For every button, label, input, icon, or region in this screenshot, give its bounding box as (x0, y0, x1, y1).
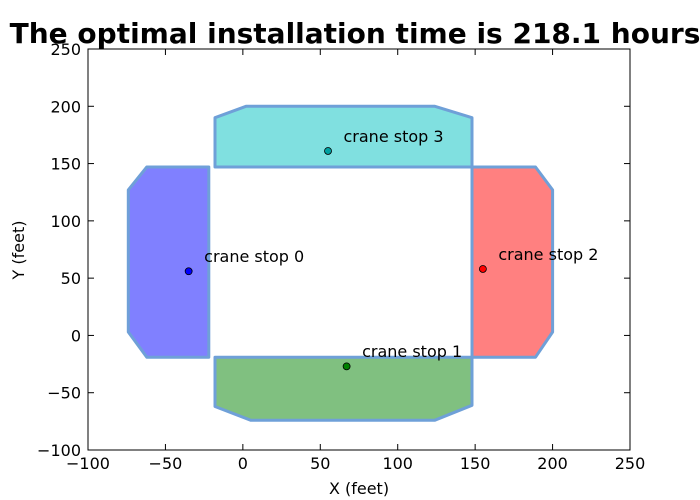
y-tick-label: 50 (61, 269, 81, 288)
chart-title: The optimal installation time is 218.1 h… (10, 17, 700, 50)
region-0 (126, 165, 211, 359)
regions-layer (126, 104, 555, 422)
ticks-layer: −100 −50 0 50 100 150 200 250 −100 −50 0 50 100 150 20… (37, 40, 645, 473)
x-tick-label: 100 (382, 454, 413, 473)
y-tick-label: −100 (37, 441, 81, 460)
y-tick-label: 100 (50, 212, 81, 231)
x-tick-label: 200 (537, 454, 568, 473)
crane-stop-1-marker (342, 362, 351, 371)
x-tick-label: 50 (310, 454, 330, 473)
x-tick-label: 250 (615, 454, 646, 473)
y-tick-label: 150 (50, 155, 81, 174)
y-tick-label: −50 (47, 384, 81, 403)
points-layer: crane stop 0 crane stop 1 crane stop 2 cran… (184, 127, 598, 371)
region-3 (213, 104, 474, 169)
x-tick-label: 0 (238, 454, 248, 473)
crane-stop-3-label: crane stop 3 (344, 127, 444, 146)
plot-frame (87, 48, 631, 451)
y-tick-label: 0 (71, 326, 81, 345)
crane-stop-2-marker (478, 265, 487, 273)
region-2 (470, 165, 555, 359)
y-tick-label: 200 (50, 97, 81, 116)
y-tick-label: 250 (50, 40, 81, 59)
crane-stop-0-marker (184, 267, 193, 276)
crane-stop-1-label: crane stop 1 (362, 342, 462, 361)
y-axis-label: Y (feet) (9, 221, 28, 281)
crane-stop-3-marker (324, 147, 332, 155)
x-axis-label: X (feet) (329, 479, 389, 498)
x-tick-label: −50 (149, 454, 183, 473)
x-tick-label: −100 (66, 454, 110, 473)
crane-stop-2-label: crane stop 2 (498, 245, 598, 264)
crane-stop-0-label: crane stop 0 (204, 247, 304, 266)
x-tick-label: 150 (460, 454, 491, 473)
